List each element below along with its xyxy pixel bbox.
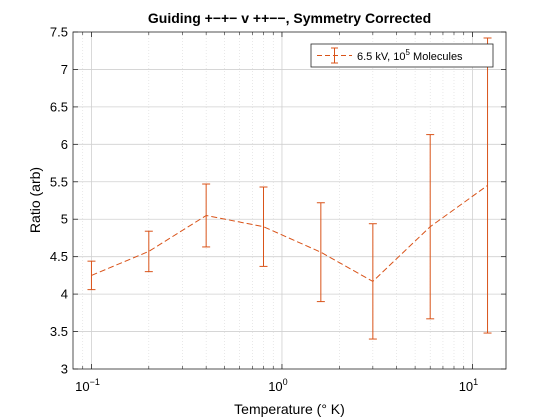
y-tick-label: 4 bbox=[61, 287, 68, 302]
x-tick-label: 100 bbox=[268, 377, 287, 394]
x-tick-label: 101 bbox=[459, 377, 478, 394]
legend-label: 6.5 kV, 105 Molecules bbox=[357, 48, 463, 63]
y-tick-label: 7.5 bbox=[50, 25, 68, 40]
legend-box bbox=[310, 43, 494, 68]
x-axis-label: Temperature (° K) bbox=[234, 401, 345, 417]
chart-title: Guiding +−+− v ++−−, Symmetry Corrected bbox=[148, 10, 431, 26]
major-grid bbox=[73, 32, 506, 369]
y-tick-label: 7 bbox=[61, 62, 68, 77]
y-axis-label: Ratio (arb) bbox=[27, 167, 43, 233]
x-tick-label: 10−1 bbox=[75, 377, 100, 394]
tick-labels: 10−1 100 101 3 3.5 4 4.5 5 5.5 6 6.5 7 7.5 bbox=[50, 25, 478, 395]
plot-frame bbox=[72, 31, 507, 370]
y-tick-label: 3 bbox=[61, 362, 68, 377]
y-tick-label: 6.5 bbox=[50, 99, 68, 114]
y-tick-label: 5 bbox=[61, 212, 68, 227]
y-tick-label: 5.5 bbox=[50, 174, 68, 189]
y-tick-label: 3.5 bbox=[50, 324, 68, 339]
legend: 6.5 kV, 105 Molecules bbox=[310, 43, 494, 68]
axis-ticks bbox=[73, 31, 506, 370]
plot-area bbox=[73, 32, 506, 369]
y-tick-label: 6 bbox=[61, 137, 68, 152]
series-line bbox=[91, 185, 488, 283]
series-layer bbox=[87, 37, 492, 340]
y-tick-label: 4.5 bbox=[50, 249, 68, 264]
